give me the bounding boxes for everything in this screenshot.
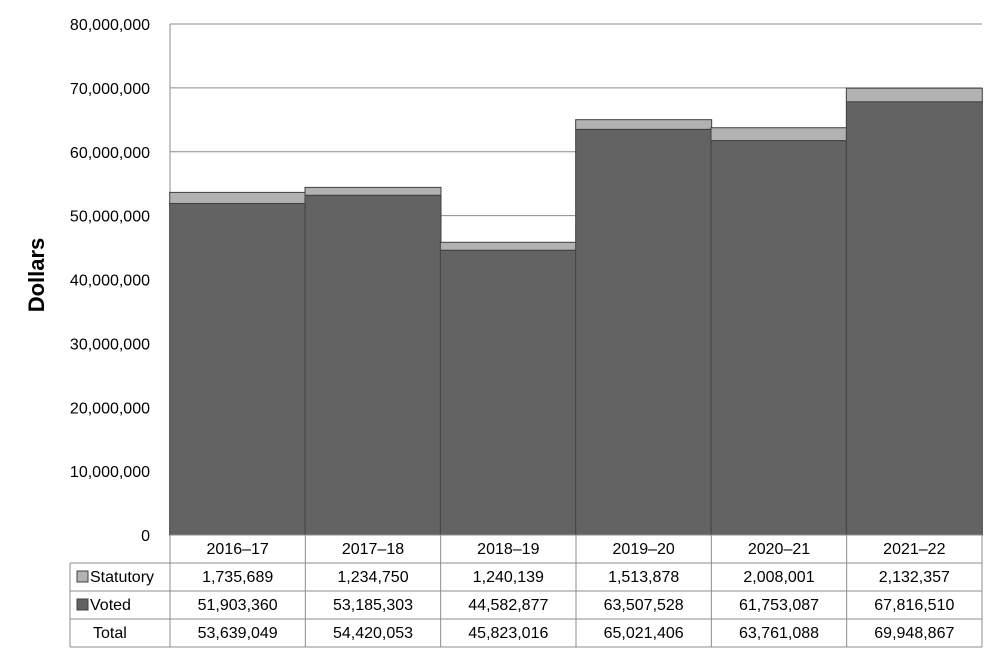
- bar-statutory-2018–19: [439, 241, 577, 251]
- legend-label-voted: Voted: [90, 597, 131, 614]
- bar-voted-2021–22: [845, 101, 983, 536]
- y-axis-tick-labels: 0 10,000,000 20,000,000 30,000,000 40,000,00…: [70, 17, 150, 545]
- data-table: 2016–17 2017–18 2018–19 2019–20 2020–21 2021–…: [69, 534, 983, 648]
- data-label-total: 53,639,049: [198, 625, 278, 642]
- x-tick-label: 2018–19: [477, 541, 539, 558]
- data-label-total: 65,021,406: [604, 625, 684, 642]
- data-label-total: 63,761,088: [739, 625, 819, 642]
- y-tick-label: 50,000,000: [70, 209, 150, 226]
- bar-statutory-2019–20: [575, 119, 713, 130]
- bar-voted-2018–19: [439, 249, 577, 536]
- x-tick-label: 2021–22: [883, 541, 945, 558]
- x-tick-label: 2020–21: [748, 541, 810, 558]
- y-tick-label: 10,000,000: [70, 464, 150, 481]
- bar-statutory-2017–18: [304, 186, 442, 196]
- y-axis-title: Dollars: [24, 238, 49, 313]
- y-tick-label: 30,000,000: [70, 336, 150, 353]
- data-label-voted: 53,185,303: [333, 597, 413, 614]
- y-tick-label: 80,000,000: [70, 17, 150, 34]
- bar-statutory-2021–22: [845, 87, 983, 103]
- data-label-statutory: 1,240,139: [473, 569, 544, 586]
- data-label-statutory: 1,234,750: [337, 569, 408, 586]
- x-tick-label: 2017–18: [342, 541, 404, 558]
- bars: [169, 87, 983, 536]
- bar-statutory-2016–17: [169, 191, 307, 204]
- y-tick-label: 70,000,000: [70, 81, 150, 98]
- data-label-statutory: 2,132,357: [879, 569, 950, 586]
- x-tick-label: 2016–17: [207, 541, 269, 558]
- bar-voted-2017–18: [304, 194, 442, 536]
- data-label-total: 69,948,867: [874, 625, 954, 642]
- data-label-total: 54,420,053: [333, 625, 413, 642]
- data-label-statutory: 1,735,689: [202, 569, 273, 586]
- data-label-voted: 61,753,087: [739, 597, 819, 614]
- data-label-voted: 63,507,528: [604, 597, 684, 614]
- legend-label-statutory: Statutory: [90, 569, 154, 586]
- data-label-statutory: 2,008,001: [743, 569, 814, 586]
- y-tick-label: 60,000,000: [70, 145, 150, 162]
- table-row-label-total: Total: [93, 625, 127, 642]
- data-label-voted: 67,816,510: [874, 597, 954, 614]
- bar-voted-2020–21: [710, 140, 848, 536]
- data-label-statutory: 1,513,878: [608, 569, 679, 586]
- data-label-total: 45,823,016: [468, 625, 548, 642]
- bar-voted-2019–20: [575, 128, 713, 536]
- y-tick-label: 0: [141, 528, 150, 545]
- legend-swatch-statutory: [76, 570, 89, 583]
- legend-swatch-voted: [76, 598, 89, 611]
- y-tick-label: 40,000,000: [70, 273, 150, 290]
- bar-voted-2016–17: [169, 202, 307, 536]
- x-tick-label: 2019–20: [613, 541, 675, 558]
- data-label-voted: 44,582,877: [468, 597, 548, 614]
- bar-statutory-2020–21: [710, 127, 848, 142]
- y-tick-label: 20,000,000: [70, 400, 150, 417]
- data-label-voted: 51,903,360: [198, 597, 278, 614]
